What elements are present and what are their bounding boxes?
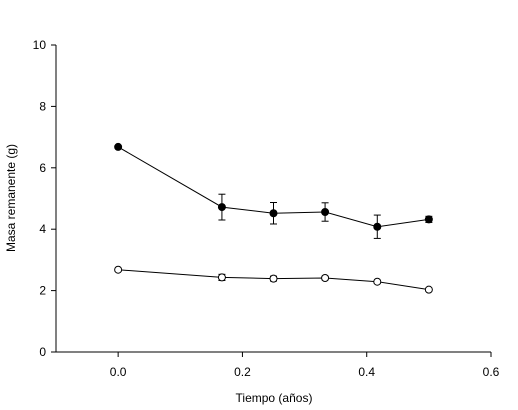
y-tick-label: 4 (39, 222, 46, 236)
x-axis-ticks: 0.0 0.2 0.4 0.6 (110, 352, 500, 379)
series-line (117, 146, 429, 228)
series-layer (114, 142, 433, 294)
x-axis-title: Tiempo (años) (236, 391, 313, 405)
x-tick-label: 0.6 (483, 365, 500, 379)
y-tick-label: 8 (39, 99, 46, 113)
y-tick-label: 6 (39, 161, 46, 175)
data-point (321, 274, 330, 283)
y-tick-label: 2 (39, 284, 46, 298)
y-tick-label: 0 (39, 345, 46, 359)
series-1 (114, 142, 433, 239)
x-tick-label: 0.4 (358, 365, 375, 379)
data-point (114, 265, 123, 274)
data-point (321, 208, 330, 217)
data-point (217, 203, 226, 212)
data-point (114, 142, 123, 151)
y-axis-ticks: 0 2 4 6 8 10 (33, 38, 56, 359)
x-tick-label: 0.0 (110, 365, 127, 379)
x-tick-label: 0.2 (234, 365, 251, 379)
data-point (217, 273, 226, 282)
axes (55, 45, 491, 353)
data-point (269, 209, 278, 218)
data-point (373, 222, 382, 231)
data-point (269, 274, 278, 283)
y-axis-title: Masa remanente (g) (4, 144, 18, 252)
series-line (118, 269, 429, 291)
data-point (373, 277, 382, 286)
data-point (424, 285, 433, 294)
data-point (424, 215, 433, 224)
series-2 (114, 265, 433, 294)
y-tick-label: 10 (33, 38, 47, 52)
